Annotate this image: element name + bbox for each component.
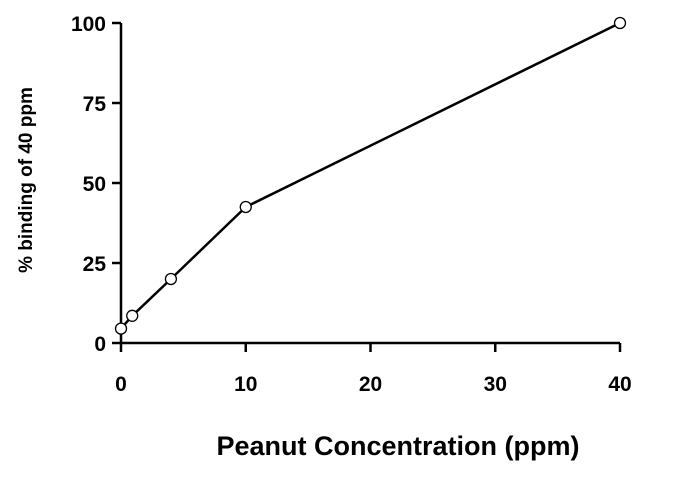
y-tick-label: 75	[83, 93, 107, 116]
data-point	[613, 16, 627, 30]
x-tick-label: 10	[234, 373, 257, 396]
x-tick-label: 40	[608, 373, 631, 396]
series-line	[120, 21, 621, 330]
x-tick-label: 30	[484, 373, 507, 396]
y-tick-label: 50	[83, 173, 106, 196]
data-point	[126, 309, 139, 322]
data-point	[239, 200, 252, 214]
y-tick-label: 25	[83, 253, 107, 276]
x-tick-label: 20	[359, 373, 382, 396]
y-axis-title: % binding of 40 ppm	[16, 87, 37, 273]
y-tick-label: 0	[94, 333, 106, 356]
x-tick-label: 0	[115, 373, 127, 396]
data-point	[164, 272, 178, 286]
y-tick-label: 100	[71, 13, 106, 36]
x-axis-title: Peanut Concentration (ppm)	[217, 431, 580, 461]
axes: 0 25 50 75 100 0 10 20 30 40	[71, 13, 632, 396]
series-group	[114, 16, 627, 335]
data-point	[114, 322, 128, 335]
